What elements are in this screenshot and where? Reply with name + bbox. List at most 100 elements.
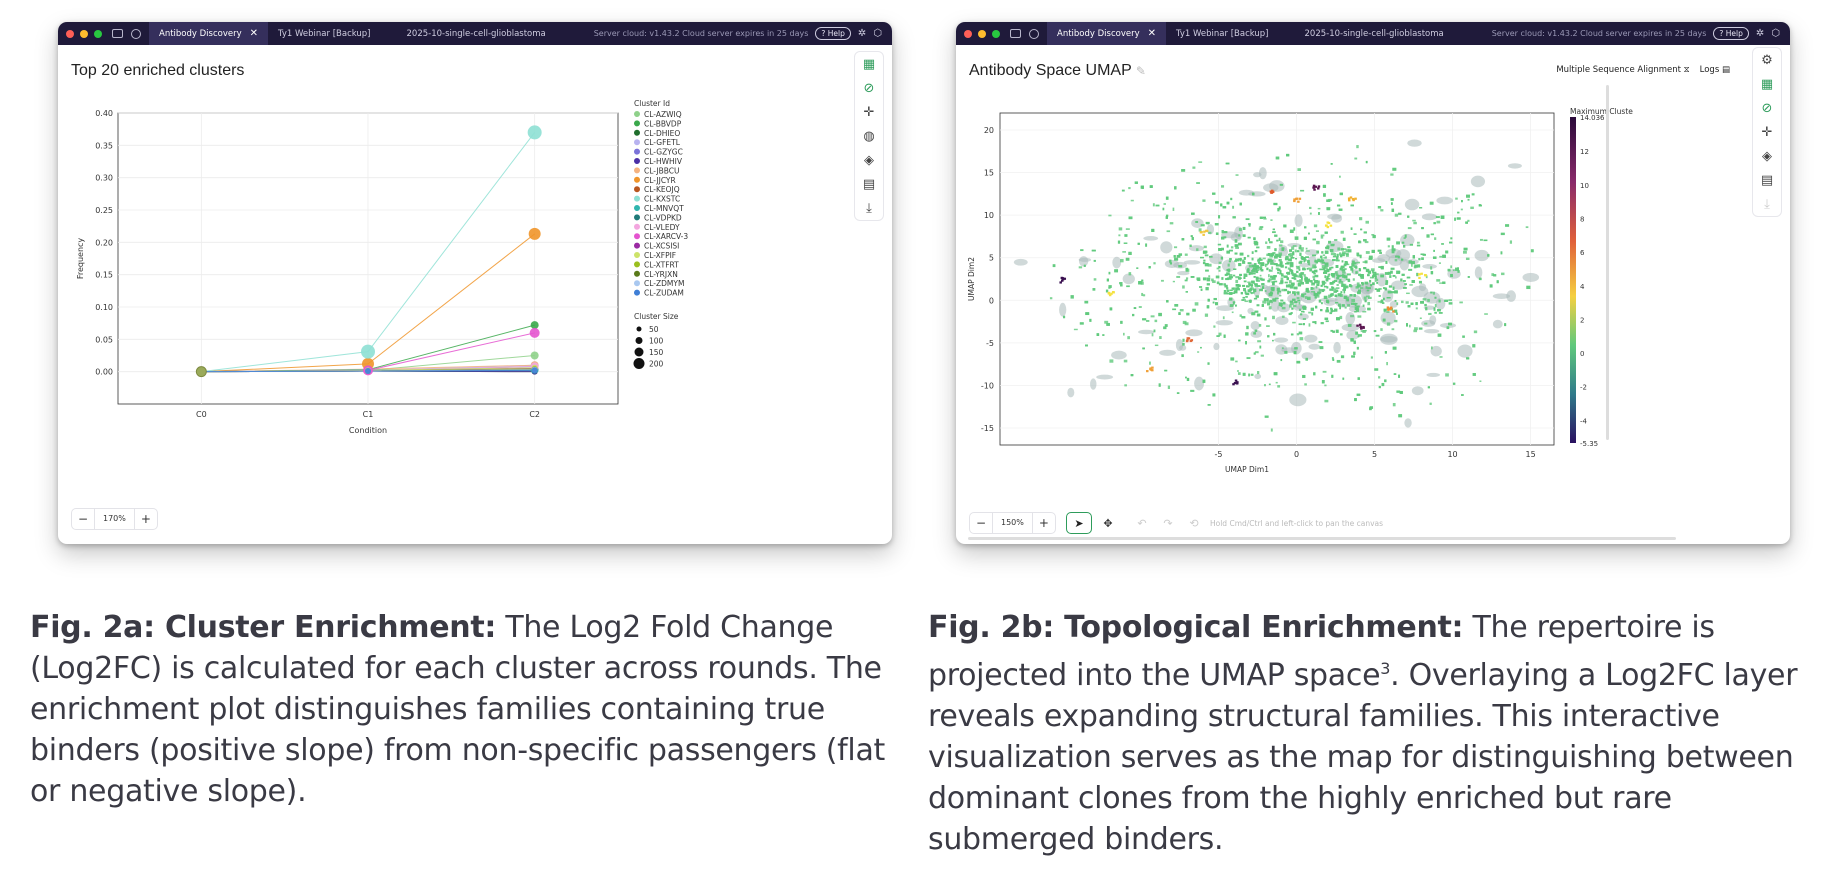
umap-point [1264,290,1267,292]
umap-point [1324,250,1329,254]
layers-icon[interactable]: ◈ [1762,148,1772,164]
umap-point [1407,305,1411,308]
window-layout-icon[interactable] [131,28,141,39]
umap-point [1356,305,1360,308]
umap-point [1421,257,1424,260]
sidebar-icon[interactable] [1010,29,1021,38]
umap-point [1372,234,1376,239]
umap-point [1296,250,1300,253]
umap-point [1288,253,1291,256]
crosshair-icon[interactable]: ✛ [1761,124,1773,140]
undo-icon[interactable]: ↶ [1137,516,1147,530]
umap-point [1356,282,1360,285]
close-window-button[interactable] [964,29,972,38]
umap-point [1336,359,1341,363]
minimize-window-button[interactable] [80,29,88,38]
zoom-out-button[interactable]: − [77,512,89,526]
umap-point [1080,249,1084,252]
cube-icon[interactable]: ⬡ [1771,28,1780,39]
logs-button[interactable]: Logs ▤ [1700,65,1730,75]
umap-point [1345,278,1350,281]
server-status: Server cloud: v1.43.2 Cloud server expir… [593,29,809,38]
umap-point [1212,192,1216,195]
close-icon[interactable]: ✕ [249,28,259,39]
umap-point [1288,249,1292,252]
maximize-window-button[interactable] [992,29,1000,38]
palette-icon[interactable]: ◍ [863,128,875,144]
clipboard-icon[interactable]: ▤ [862,176,876,192]
umap-point [1320,257,1323,260]
umap-point [1364,299,1367,303]
umap-point [1265,263,1268,266]
link-icon[interactable]: ⊘ [1761,100,1773,116]
right-toolbar: ⚙ ▦ ⊘ ✛ ◈ ▤ ⤓ [1752,47,1782,217]
minimize-window-button[interactable] [978,29,986,38]
sidebar-icon[interactable] [112,29,123,38]
window-layout-icon[interactable] [1029,28,1039,39]
umap-point [1125,257,1130,261]
layers-icon[interactable]: ◈ [864,152,874,168]
umap-point [1365,251,1370,254]
umap-point [1174,304,1179,307]
clipboard-icon[interactable]: ▤ [1760,172,1774,188]
tab-ty1-webinar[interactable]: Ty1 Webinar [Backup] [1166,22,1278,45]
umap-point [1285,284,1290,288]
umap-point [1258,323,1262,327]
cursor-icon[interactable]: ➤ [1066,512,1092,534]
help-button[interactable]: ? Help [1713,27,1749,40]
horizontal-scrollbar[interactable] [968,537,1676,540]
zoom-control: − 170% + [71,508,158,530]
close-window-button[interactable] [66,29,74,38]
umap-point [1344,306,1347,309]
close-icon[interactable]: ✕ [1147,28,1157,39]
grid-icon[interactable]: ▦ [1760,76,1774,92]
help-button[interactable]: ? Help [815,27,851,40]
umap-point [1275,267,1279,270]
cluster-blob [1333,341,1341,354]
umap-point [1330,329,1333,332]
pencil-icon[interactable]: ✎ [1135,64,1146,78]
x-tick-label: -5 [1214,450,1222,459]
msa-button[interactable]: Multiple Sequence Alignment ⧖ [1556,65,1689,75]
reset-icon[interactable]: ⟲ [1189,516,1199,530]
download-icon[interactable]: ⤓ [1764,196,1770,212]
umap-point [1202,277,1207,281]
tab-antibody-discovery[interactable]: Antibody Discovery ✕ [149,22,269,45]
tab-ty1-webinar[interactable]: Ty1 Webinar [Backup] [268,22,380,45]
tab-label: 2025-10-single-cell-glioblastoma [1304,28,1444,39]
tab-glioblastoma[interactable]: 2025-10-single-cell-glioblastoma [397,22,556,45]
y-tick-label: 5 [989,254,994,263]
umap-point [1367,287,1371,290]
bug-icon[interactable]: ✲ [1755,28,1765,39]
cube-icon[interactable]: ⬡ [873,28,882,39]
umap-point [1440,215,1445,219]
umap-point [1418,280,1422,284]
umap-point [1398,271,1401,273]
settings-icon[interactable]: ⚙ [1761,52,1773,68]
tab-antibody-discovery[interactable]: Antibody Discovery ✕ [1047,22,1167,45]
download-icon[interactable]: ⤓ [866,200,872,216]
umap-point [1381,382,1385,387]
maximize-window-button[interactable] [94,29,102,38]
tab-glioblastoma[interactable]: 2025-10-single-cell-glioblastoma [1295,22,1454,45]
move-icon[interactable]: ✥ [1103,516,1113,530]
data-point [365,368,371,375]
umap-point [1211,278,1214,282]
umap-point [1417,264,1421,268]
umap-point [1169,262,1173,265]
redo-icon[interactable]: ↷ [1163,516,1173,530]
link-icon[interactable]: ⊘ [863,80,875,96]
umap-point [1249,284,1254,287]
grid-icon[interactable]: ▦ [862,56,876,72]
zoom-out-button[interactable]: − [975,516,987,530]
umap-point [1302,306,1305,309]
zoom-in-button[interactable]: + [1038,516,1049,530]
legend-swatch [634,158,640,164]
enriched-point [1316,187,1320,190]
bug-icon[interactable]: ✲ [857,28,867,39]
crosshair-icon[interactable]: ✛ [863,104,875,120]
umap-point [1328,273,1331,276]
umap-point [1287,291,1291,294]
zoom-in-button[interactable]: + [140,512,151,526]
umap-point [1280,280,1284,284]
